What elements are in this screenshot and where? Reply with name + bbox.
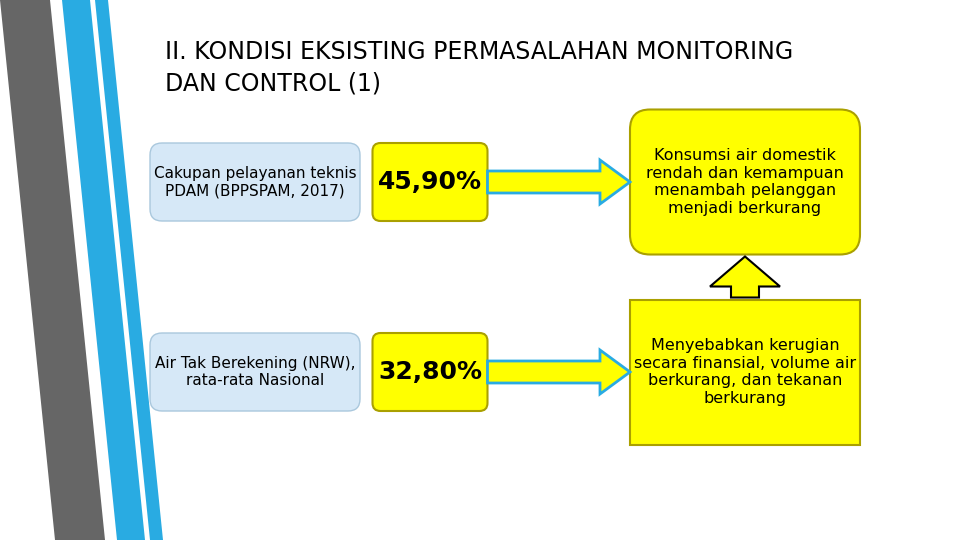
Polygon shape	[0, 0, 105, 540]
Text: Air Tak Berekening (NRW),
rata-rata Nasional: Air Tak Berekening (NRW), rata-rata Nasi…	[155, 356, 355, 388]
Polygon shape	[488, 350, 630, 394]
Text: II. KONDISI EKSISTING PERMASALAHAN MONITORING: II. KONDISI EKSISTING PERMASALAHAN MONIT…	[165, 40, 793, 64]
Polygon shape	[710, 256, 780, 298]
Text: 45,90%: 45,90%	[378, 170, 482, 194]
FancyBboxPatch shape	[372, 143, 488, 221]
Text: 32,80%: 32,80%	[378, 360, 482, 384]
Polygon shape	[95, 0, 163, 540]
FancyBboxPatch shape	[372, 333, 488, 411]
FancyBboxPatch shape	[150, 143, 360, 221]
Text: Menyebabkan kerugian
secara finansial, volume air
berkurang, dan tekanan
berkura: Menyebabkan kerugian secara finansial, v…	[634, 339, 856, 406]
FancyBboxPatch shape	[630, 110, 860, 254]
Text: DAN CONTROL (1): DAN CONTROL (1)	[165, 72, 381, 96]
FancyBboxPatch shape	[150, 333, 360, 411]
Bar	[630, 300, 860, 444]
Text: Cakupan pelayanan teknis
PDAM (BPPSPAM, 2017): Cakupan pelayanan teknis PDAM (BPPSPAM, …	[154, 166, 356, 198]
Polygon shape	[488, 160, 630, 204]
Text: Konsumsi air domestik
rendah dan kemampuan
menambah pelanggan
menjadi berkurang: Konsumsi air domestik rendah dan kemampu…	[646, 148, 844, 215]
Polygon shape	[62, 0, 145, 540]
